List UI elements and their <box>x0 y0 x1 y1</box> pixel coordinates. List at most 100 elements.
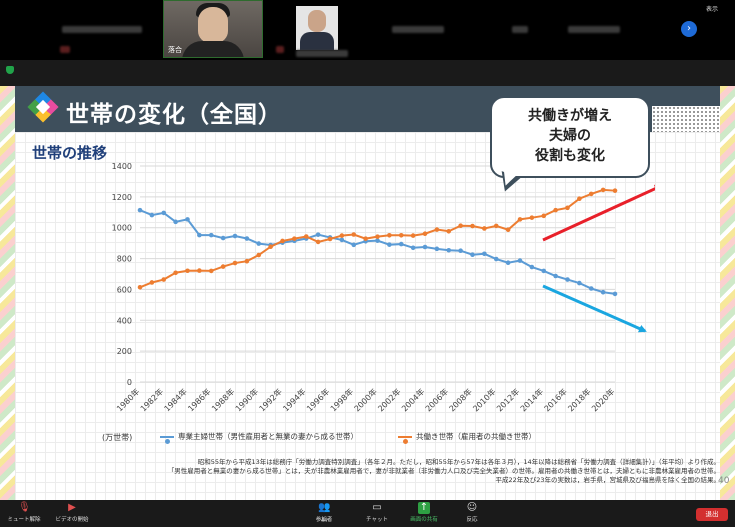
data-point <box>398 241 404 247</box>
data-point <box>137 207 143 213</box>
data-point <box>173 219 178 225</box>
data-point <box>315 232 321 237</box>
muted-icon <box>276 46 284 53</box>
data-point <box>161 277 167 282</box>
data-point <box>208 232 214 238</box>
data-point <box>161 210 167 216</box>
data-point <box>541 268 547 274</box>
x-tick-label: 1990年 <box>233 386 260 413</box>
mute-label: ミュート解除 <box>7 517 41 523</box>
data-point <box>541 213 547 219</box>
view-options-label[interactable]: 表示 <box>706 6 719 13</box>
participant-gallery: 落合 › 表示 <box>0 0 735 60</box>
data-point <box>422 231 428 237</box>
source-notes: 昭和55年から平成13年は総務庁「労働力調査特別調査」（各年２月。ただし，昭和5… <box>40 458 720 485</box>
participant-name-blurred <box>62 26 142 33</box>
x-tick-label: 2000年 <box>352 386 379 413</box>
reaction-emoji-icon: ☺ <box>466 502 478 513</box>
bubble-line-1: 共働きが増え <box>528 108 612 124</box>
decorative-stripe-left <box>0 86 15 500</box>
data-point <box>149 280 155 285</box>
x-tick-label: 2004年 <box>399 386 426 413</box>
data-point <box>244 236 250 241</box>
data-point <box>565 277 570 282</box>
definition-note: 「男性雇用者と無業の妻から成る世帯」とは，夫が非農林業雇用者で，妻が非就業者（非… <box>167 467 720 475</box>
y-axis-unit-label: (万世帯) <box>102 433 133 442</box>
participants-icon: 👥44 <box>318 502 331 524</box>
video-label: ビデオの開始 <box>55 517 89 523</box>
data-point <box>244 258 250 264</box>
decorative-dot-pattern <box>652 106 720 132</box>
data-point <box>588 191 594 197</box>
participant-photo-tile[interactable] <box>296 6 338 50</box>
x-tick-label: 1980年 <box>114 386 141 413</box>
data-point <box>185 268 190 274</box>
data-point <box>588 286 594 291</box>
data-point <box>173 270 178 276</box>
data-point <box>517 258 523 263</box>
start-video-button[interactable]: ▶ ビデオの開始 <box>52 502 92 523</box>
data-point <box>517 217 523 222</box>
data-point <box>398 232 404 238</box>
active-speaker-tile[interactable]: 落合 <box>163 0 263 58</box>
legend-label-housewife: 専業主婦世帯（男性雇用者と無業の妻から成る世帯） <box>178 432 358 441</box>
data-point <box>493 223 499 229</box>
legend-swatch-housewife <box>160 436 174 444</box>
y-tick-label: 400 <box>117 316 132 325</box>
data-point <box>553 207 558 213</box>
data-point <box>600 187 606 193</box>
data-point <box>529 215 535 220</box>
data-point <box>446 247 452 253</box>
x-tick-label: 1988年 <box>209 386 236 413</box>
chat-button[interactable]: ▭ チャット <box>362 502 392 523</box>
x-tick-label: 1982年 <box>138 386 165 413</box>
data-point <box>577 196 582 202</box>
microphone-muted-icon: 🎙 <box>18 502 31 513</box>
share-screen-icon: ↑ <box>418 502 430 514</box>
series-line-housewife <box>139 209 616 295</box>
legend-label-dual-income: 共働き世帯（雇用者の共働き世帯） <box>416 432 536 441</box>
participants-button[interactable]: 👥44 参加者 <box>308 502 340 524</box>
data-point <box>482 226 487 231</box>
participant-name-blurred <box>568 26 620 33</box>
data-point <box>137 284 143 290</box>
data-point <box>339 237 345 243</box>
muted-icon <box>60 46 70 53</box>
data-point <box>434 246 440 252</box>
y-tick-label: 0 <box>127 378 132 387</box>
speech-bubble: 共働きが増え 夫婦の 役割も変化 <box>490 96 650 178</box>
encryption-shield-icon[interactable] <box>6 66 14 74</box>
data-point <box>529 264 535 270</box>
x-tick-label: 1994年 <box>281 386 308 413</box>
participants-count: 44 <box>320 518 328 524</box>
video-off-icon: ▶ <box>68 502 76 513</box>
data-point <box>600 289 606 295</box>
leave-meeting-button[interactable]: 退出 <box>696 508 728 521</box>
data-point <box>232 233 238 239</box>
bubble-line-2: 夫婦の <box>549 128 591 144</box>
data-point <box>577 280 582 286</box>
source-note: 昭和55年から平成13年は総務庁「労働力調査特別調査」（各年２月。ただし，昭和5… <box>197 458 720 466</box>
share-screen-button[interactable]: ↑ 画面の共有 <box>406 502 442 523</box>
data-point <box>375 238 380 243</box>
mute-button[interactable]: 🎙 ミュート解除 <box>4 502 44 523</box>
data-point <box>422 244 428 250</box>
data-point <box>493 256 499 262</box>
chart-svg: 0 200 400 600 800 1000 1200 1400 1980年1982年1984年… <box>112 162 655 413</box>
data-point <box>315 239 321 245</box>
next-page-button[interactable]: › <box>681 21 697 37</box>
shared-screen-slide: 世帯の変化（全国） 世帯の推移 0 200 400 600 800 1000 1200 140… <box>0 86 735 500</box>
legend-swatch-dual-income <box>398 436 412 444</box>
data-point <box>232 260 238 266</box>
x-tick-label: 1996年 <box>304 386 331 413</box>
data-point <box>280 238 285 244</box>
reactions-button[interactable]: ☺ 反応 <box>458 502 486 523</box>
data-point <box>208 268 214 274</box>
data-point <box>292 236 297 241</box>
x-tick-label: 1984年 <box>162 386 189 413</box>
x-tick-label: 2016年 <box>542 386 569 413</box>
participant-name-blurred <box>296 50 348 57</box>
data-point <box>185 217 190 222</box>
meeting-toolbar: 🎙 ミュート解除 ▶ ビデオの開始 👥44 参加者 ▭ チャット ↑ 画面の共有… <box>0 500 735 527</box>
data-point <box>612 188 618 193</box>
